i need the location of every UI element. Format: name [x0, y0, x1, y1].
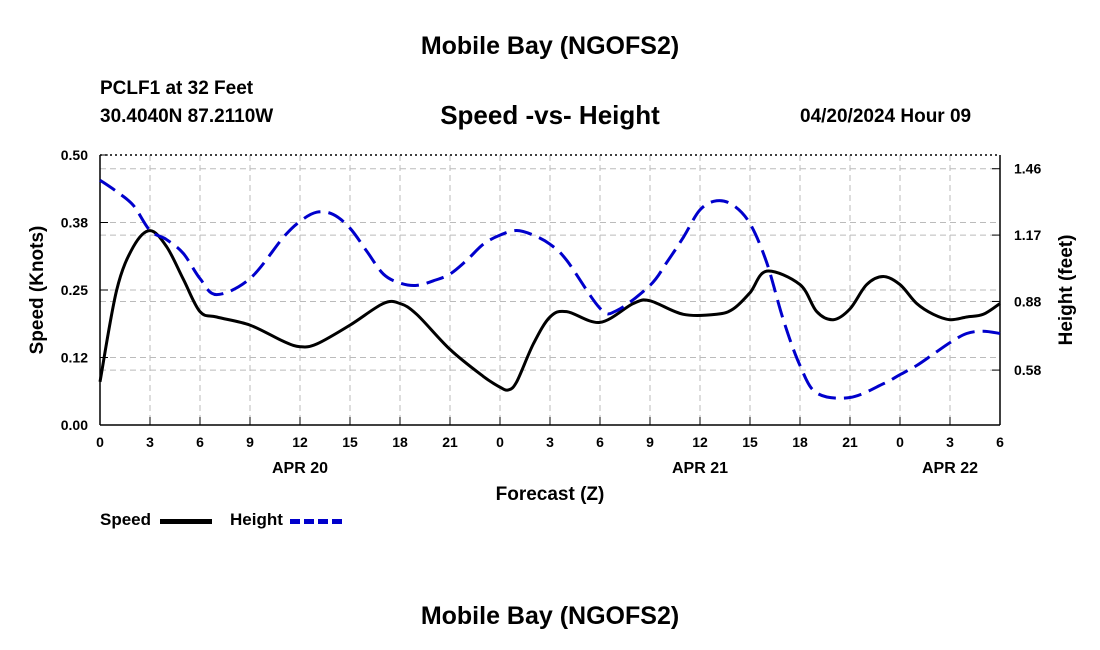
y-tick-label: 0.00: [61, 417, 88, 433]
x-tick-label: 3: [546, 434, 554, 450]
x-tick-label: 9: [646, 434, 654, 450]
date-label: APR 21: [672, 460, 728, 477]
chart-title: Speed -vs- Height: [440, 100, 660, 130]
series-lines: [98, 178, 1001, 400]
y-tick-label: 0.25: [61, 282, 88, 298]
date-label: APR 20: [272, 460, 328, 477]
x-tick-label: 18: [792, 434, 808, 450]
x-tick-label: 12: [292, 434, 308, 450]
grid-lines: [100, 155, 1000, 425]
y2-tick-label: 0.88: [1014, 293, 1041, 309]
top-title: Mobile Bay (NGOFS2): [420, 32, 680, 60]
x-tick-label: 0: [96, 434, 104, 450]
coordinates-label: 30.4040N 87.2110W: [100, 106, 274, 127]
x-tick-label: 0: [496, 434, 504, 450]
tick-labels: 0 3 6 9 12 15 18 21 0 3 6 9 12 15 18 21 0 3 6 APR 20 APR 21 A…: [61, 147, 1042, 477]
y2-tick-label: 0.58: [1014, 362, 1041, 378]
x-tick-label: 15: [342, 434, 358, 450]
x-tick-label: 12: [692, 434, 708, 450]
x-tick-label: 6: [996, 434, 1004, 450]
x-tick-label: 0: [896, 434, 904, 450]
x-tick-label: 21: [842, 434, 858, 450]
legend-height-label: Height: [230, 510, 283, 529]
legend-height-swatch: [290, 519, 342, 524]
x-tick-label: 3: [946, 434, 954, 450]
x-tick-label: 15: [742, 434, 758, 450]
x-tick-label: 6: [196, 434, 204, 450]
y-tick-label: 0.38: [61, 215, 88, 231]
datetime-label: 04/20/2024 Hour 09: [800, 106, 972, 127]
y-tick-label: 0.12: [61, 350, 88, 366]
bottom-title: Mobile Bay (NGOFS2): [420, 602, 680, 630]
legend-speed-label: Speed: [100, 510, 152, 529]
station-label: PCLF1 at 32 Feet: [100, 78, 254, 99]
y-tick-label: 0.50: [61, 147, 88, 163]
y-axis-label: Speed (Knots): [27, 226, 48, 355]
y2-axis-label: Height (feet): [1056, 235, 1077, 346]
date-label: APR 22: [922, 460, 978, 477]
height-series-line: [99, 178, 1001, 400]
x-tick-label: 9: [246, 434, 254, 450]
x-axis-label: Forecast (Z): [496, 484, 605, 505]
speed-series-line: [98, 229, 1001, 392]
legend-speed-swatch: [160, 519, 212, 524]
x-tick-label: 18: [392, 434, 408, 450]
x-tick-label: 6: [596, 434, 604, 450]
y2-tick-label: 1.46: [1014, 161, 1041, 177]
x-tick-label: 21: [442, 434, 458, 450]
x-tick-label: 3: [146, 434, 154, 450]
y2-tick-label: 1.17: [1014, 227, 1041, 243]
